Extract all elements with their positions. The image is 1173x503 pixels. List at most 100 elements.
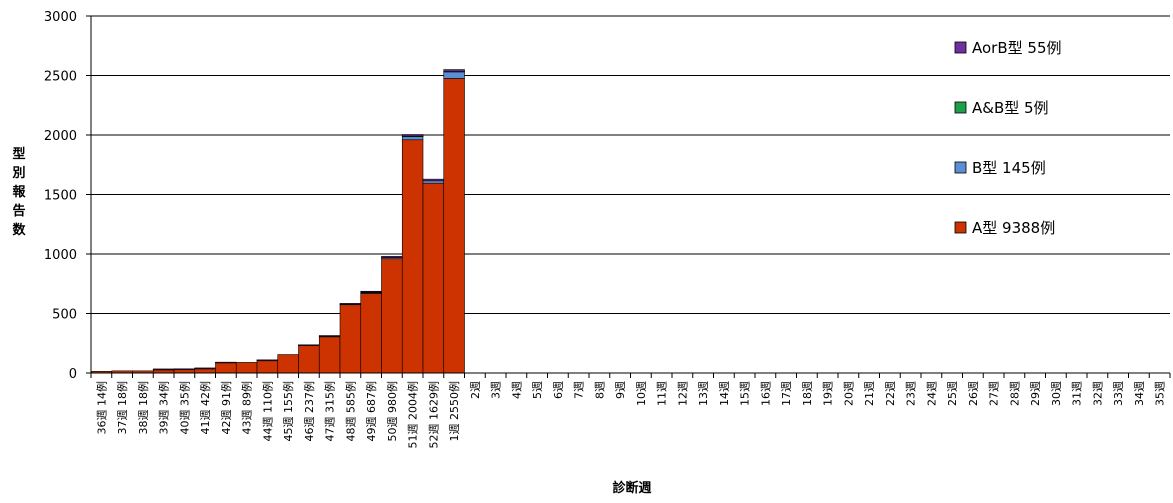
bar-segment bbox=[152, 368, 175, 371]
legend-label: B型 145例 bbox=[972, 159, 1046, 177]
x-tick-label: 27週 bbox=[988, 381, 1001, 406]
legend-label: AorB型 55例 bbox=[972, 39, 1062, 57]
x-tick-label: 41週 42例 bbox=[198, 381, 212, 435]
bar-segment bbox=[422, 178, 445, 182]
x-tick-label: 33週 bbox=[1112, 381, 1125, 406]
y-tick-label: 2000 bbox=[44, 129, 77, 144]
legend-label: A型 9388例 bbox=[972, 219, 1055, 237]
x-tick-label: 30週 bbox=[1050, 381, 1063, 406]
bar-segment bbox=[194, 367, 216, 370]
bar-segment bbox=[318, 336, 341, 374]
bar-segment bbox=[443, 69, 465, 72]
gridlines bbox=[91, 15, 1170, 314]
x-tick-label: 39週 34例 bbox=[157, 381, 171, 435]
bar-segment bbox=[360, 290, 382, 293]
x-tick-label: 12週 bbox=[676, 381, 689, 406]
y-axis-title-char: 別 bbox=[11, 166, 25, 181]
x-tick-label: 21週 bbox=[863, 381, 876, 406]
legend-swatch bbox=[954, 41, 967, 54]
bar-segment bbox=[215, 361, 237, 364]
bar-segment bbox=[443, 71, 465, 79]
y-axis-title-char: 数 bbox=[12, 222, 26, 238]
bar-segment bbox=[422, 180, 445, 184]
x-tick-label: 16週 bbox=[759, 381, 772, 406]
x-tick-label: 40週 35例 bbox=[177, 381, 191, 435]
x-tick-label: 2週 bbox=[469, 381, 482, 399]
x-tick-label: 1週 2550例 bbox=[447, 381, 461, 442]
y-tick-label: 3000 bbox=[44, 10, 77, 25]
x-tick-label: 9週 bbox=[614, 381, 627, 399]
x-tick-label: 51週 2004例 bbox=[406, 381, 420, 449]
x-tick-label: 35週 bbox=[1154, 381, 1167, 406]
x-tick-label: 23週 bbox=[905, 381, 918, 406]
y-tick-label: 1500 bbox=[44, 189, 77, 204]
x-tick-label: 25週 bbox=[946, 381, 959, 406]
bar-segment bbox=[381, 256, 403, 258]
x-axis-title: 診断週 bbox=[612, 480, 651, 496]
bar-segment bbox=[381, 258, 403, 374]
x-tick-label: 6週 bbox=[552, 381, 565, 399]
y-tick-labels: 0 500 1000 1500 2000 2500 3000 bbox=[44, 10, 77, 382]
x-tick-label: 15週 bbox=[739, 381, 752, 406]
y-tick-label: 2500 bbox=[44, 70, 77, 85]
bar-segment bbox=[277, 354, 299, 374]
legend-swatch bbox=[954, 101, 967, 114]
x-tick-labels: 36週 14例 37週 18例 38週 18例 39週 34例 40週 35例 41週 4… bbox=[94, 381, 1166, 449]
x-tick-label: 13週 bbox=[697, 381, 710, 406]
x-tick-label: 18週 bbox=[801, 381, 814, 406]
x-tick-label: 45週 155例 bbox=[281, 381, 295, 442]
x-tick-label: 43週 89例 bbox=[240, 381, 254, 435]
bar-segment bbox=[401, 139, 424, 374]
x-tick-label: 34週 bbox=[1133, 381, 1146, 406]
x-tick-label: 28週 bbox=[1008, 381, 1021, 406]
x-tick-label: 7週 bbox=[573, 381, 586, 399]
bar-segment bbox=[360, 293, 382, 374]
x-tick-label: 47週 315例 bbox=[323, 381, 337, 442]
bar-segment bbox=[173, 368, 196, 370]
bar-segment bbox=[256, 359, 279, 362]
x-tick-label: 10週 bbox=[635, 381, 648, 406]
legend: AorB型 55例 A&B型 5例 B型 145例 A型 9388例 bbox=[954, 39, 1062, 237]
x-tick-label: 49週 687例 bbox=[364, 381, 378, 442]
bar-segment bbox=[318, 335, 341, 337]
x-tick-label: 36週 14例 bbox=[94, 381, 108, 435]
bar-segment bbox=[443, 78, 465, 374]
y-axis-title-char: 型 bbox=[12, 146, 25, 162]
x-tick-label: 5週 bbox=[531, 381, 544, 399]
x-tick-label: 31週 bbox=[1071, 381, 1084, 406]
y-tick-label: 1000 bbox=[44, 248, 77, 263]
x-tick-label: 42週 91例 bbox=[219, 381, 233, 435]
x-tick-label: 20週 bbox=[842, 381, 855, 406]
x-tick-label: 14週 bbox=[718, 381, 731, 406]
bars bbox=[90, 69, 465, 374]
x-tick-label: 29週 bbox=[1029, 381, 1042, 406]
legend-swatch bbox=[954, 161, 967, 174]
x-tick-label: 32週 bbox=[1091, 381, 1104, 406]
bar-segment bbox=[298, 344, 320, 346]
axes bbox=[86, 15, 1171, 378]
legend-swatch bbox=[954, 221, 967, 234]
x-tick-label: 26週 bbox=[967, 381, 980, 406]
y-tick-label: 0 bbox=[69, 367, 77, 382]
bar-segment bbox=[256, 359, 279, 374]
bar-segment bbox=[298, 344, 320, 374]
x-tick-label: 22週 bbox=[884, 381, 897, 406]
x-tick-label: 37週 18例 bbox=[115, 381, 129, 435]
x-tick-label: 50週 980例 bbox=[385, 381, 399, 442]
x-tick-label: 19週 bbox=[822, 381, 835, 406]
bar-segment bbox=[339, 303, 362, 305]
bar-segment bbox=[235, 362, 258, 374]
x-tick-label: 52週 1629例 bbox=[426, 381, 440, 449]
y-axis-title-char: 報 bbox=[12, 184, 26, 200]
x-tick-label: 3週 bbox=[490, 381, 503, 399]
y-tick-label: 500 bbox=[52, 308, 77, 323]
x-tick-label: 48週 585例 bbox=[343, 381, 357, 442]
x-tick-label: 38週 18例 bbox=[136, 381, 150, 435]
bar-segment bbox=[215, 361, 237, 374]
legend-label: A&B型 5例 bbox=[972, 99, 1049, 117]
y-axis-title-char: 告 bbox=[12, 203, 25, 219]
x-tick-label: 8週 bbox=[593, 381, 606, 399]
x-tick-label: 4週 bbox=[510, 381, 523, 399]
